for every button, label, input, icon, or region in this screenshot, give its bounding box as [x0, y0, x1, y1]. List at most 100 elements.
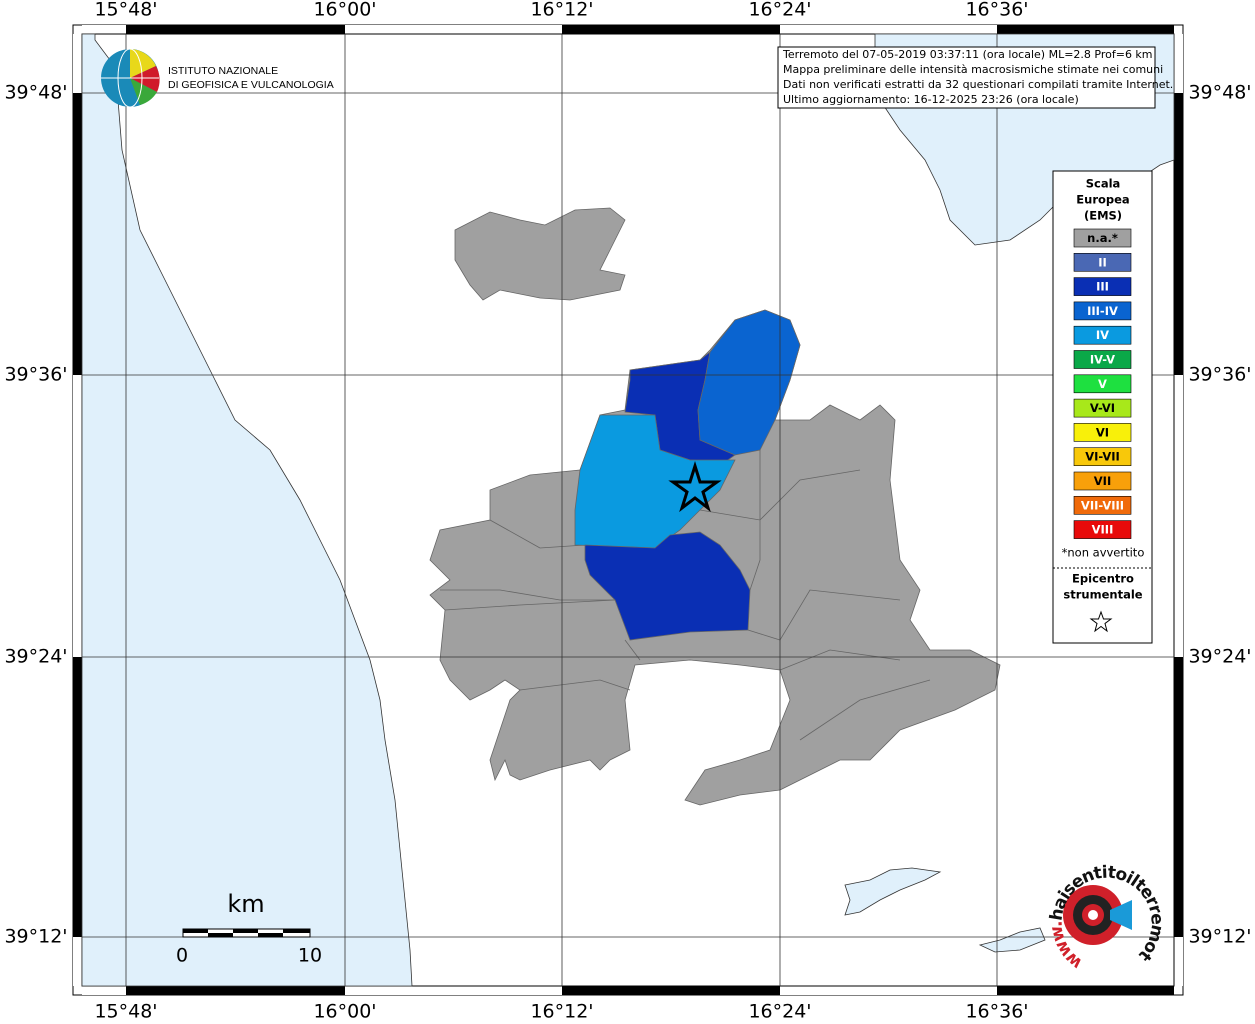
scale-unit: km: [227, 890, 264, 918]
legend-swatch: [1073, 398, 1132, 418]
border-segment: [126, 986, 345, 995]
border-segment: [562, 986, 780, 995]
legend-swatch: [1073, 228, 1132, 248]
lon-label: 16°36': [965, 0, 1028, 21]
info-line: Dati non verificati estratti da 32 quest…: [783, 78, 1173, 91]
legend-label: V-VI: [1090, 401, 1115, 415]
legend-label: VI-VII: [1085, 450, 1120, 464]
legend-epicentre: Epicentro: [1072, 572, 1134, 586]
lon-label: 15°48': [94, 0, 157, 21]
legend-swatch: [1073, 471, 1132, 491]
legend-swatch: [1073, 253, 1132, 272]
frame-border: [73, 25, 1183, 995]
logo-text: DI GEOFISICA E VULCANOLOGIA: [168, 79, 334, 91]
lat-label: 39°24': [4, 646, 67, 668]
border-segment: [73, 657, 82, 937]
logo-globe: [130, 78, 157, 105]
lake: [844, 867, 942, 916]
border-segment: [73, 937, 82, 986]
border-segment: [82, 986, 126, 995]
border-segment: [1174, 93, 1183, 375]
scale-bar: [233, 929, 258, 933]
border-segment: [780, 25, 997, 34]
legend-title: Europea: [1076, 193, 1129, 207]
legend-swatch: [1073, 447, 1132, 467]
legend-label: IV: [1096, 328, 1109, 342]
boundary: [440, 589, 620, 601]
border-segment: [1174, 657, 1183, 937]
border-segment: [126, 25, 345, 34]
legend-label: VII-VIII: [1081, 498, 1124, 512]
info-line: Terremoto del 07-05-2019 03:37:11 (ora l…: [782, 48, 1153, 61]
region: [584, 531, 751, 641]
lat-label: 39°12': [4, 926, 67, 948]
logo-globe: [130, 49, 156, 78]
border-segment: [73, 375, 82, 657]
region: [697, 309, 801, 456]
lon-label: 16°00': [313, 0, 376, 21]
border-segment: [1174, 937, 1183, 986]
info-box: [777, 46, 1156, 109]
lat-label: 39°48': [4, 82, 67, 104]
lat-label: 39°48': [1188, 82, 1251, 104]
border-segment: [997, 25, 1174, 34]
legend-swatch: [1073, 520, 1132, 539]
scale-label: 0: [176, 945, 188, 967]
graticule: [82, 34, 1174, 986]
scale-bar: [208, 933, 233, 937]
legend-label: VIII: [1092, 523, 1114, 537]
scale-bar: [183, 929, 208, 933]
lon-label: 16°00': [313, 1001, 376, 1023]
info-text: Terremoto del 07-05-2019 03:37:11 (ora l…: [782, 48, 1173, 106]
ingv-logo: ISTITUTO NAZIONALE DI GEOFISICA E VULCAN…: [101, 48, 334, 108]
region: [574, 414, 736, 549]
legend-star: [1089, 610, 1113, 633]
lon-label: 16°36': [965, 1001, 1028, 1023]
border-segment: [780, 986, 997, 995]
border-segment: [345, 986, 562, 995]
legend-label: II: [1098, 255, 1107, 269]
logo-text: ISTITUTO NAZIONALE: [168, 65, 278, 77]
legend-swatch: [1073, 374, 1132, 394]
legend-swatch: [1073, 495, 1132, 515]
region: [454, 207, 626, 301]
site-logo-mark: [1088, 910, 1098, 920]
info-line: Mappa preliminare delle intensità macros…: [783, 63, 1163, 76]
logo-globe: [130, 66, 160, 92]
lat-label: 39°36': [1188, 364, 1251, 386]
lon-label: 15°48': [94, 1001, 157, 1023]
lon-label: 16°24': [748, 1001, 811, 1023]
legend-title: Scala: [1086, 177, 1121, 191]
border-segment: [73, 34, 82, 93]
legend-items: ScalaEuropea(EMS)n.a.*IIIIIIII-IVIVIV-VV…: [1073, 177, 1132, 539]
border-segment: [562, 25, 780, 34]
legend-swatch: [1073, 301, 1132, 321]
sea: [81, 33, 413, 987]
scale-bar: [283, 929, 310, 933]
border-segment: [1174, 375, 1183, 657]
border-segment: [345, 25, 562, 34]
site-logo-mark: [1110, 900, 1132, 930]
legend-swatch: [1073, 423, 1132, 442]
lat-label: 39°12': [1188, 926, 1251, 948]
legend-title: (EMS): [1084, 209, 1122, 223]
legend-note: *non avvertito: [1062, 546, 1145, 560]
legend-label: n.a.*: [1087, 231, 1118, 245]
info-line: Ultimo aggiornamento: 16-12-2025 23:26 (…: [783, 93, 1079, 106]
legend-label: IV-V: [1090, 353, 1115, 367]
lon-label: 16°12': [530, 0, 593, 21]
border-segment: [997, 986, 1174, 995]
scale-bar: [258, 933, 283, 937]
lake: [978, 927, 1046, 953]
legend-label: VI: [1096, 425, 1109, 439]
legend-label: V: [1098, 377, 1107, 391]
lon-label: 16°24': [748, 0, 811, 21]
border-segment: [73, 93, 82, 375]
epicentre-star: [668, 460, 722, 513]
legend-label: III-IV: [1087, 304, 1118, 318]
scale-label: 10: [298, 945, 322, 967]
legend-epicentre: strumentale: [1063, 588, 1142, 602]
legend-label: VII: [1094, 474, 1111, 488]
legend-swatch: [1073, 277, 1132, 296]
